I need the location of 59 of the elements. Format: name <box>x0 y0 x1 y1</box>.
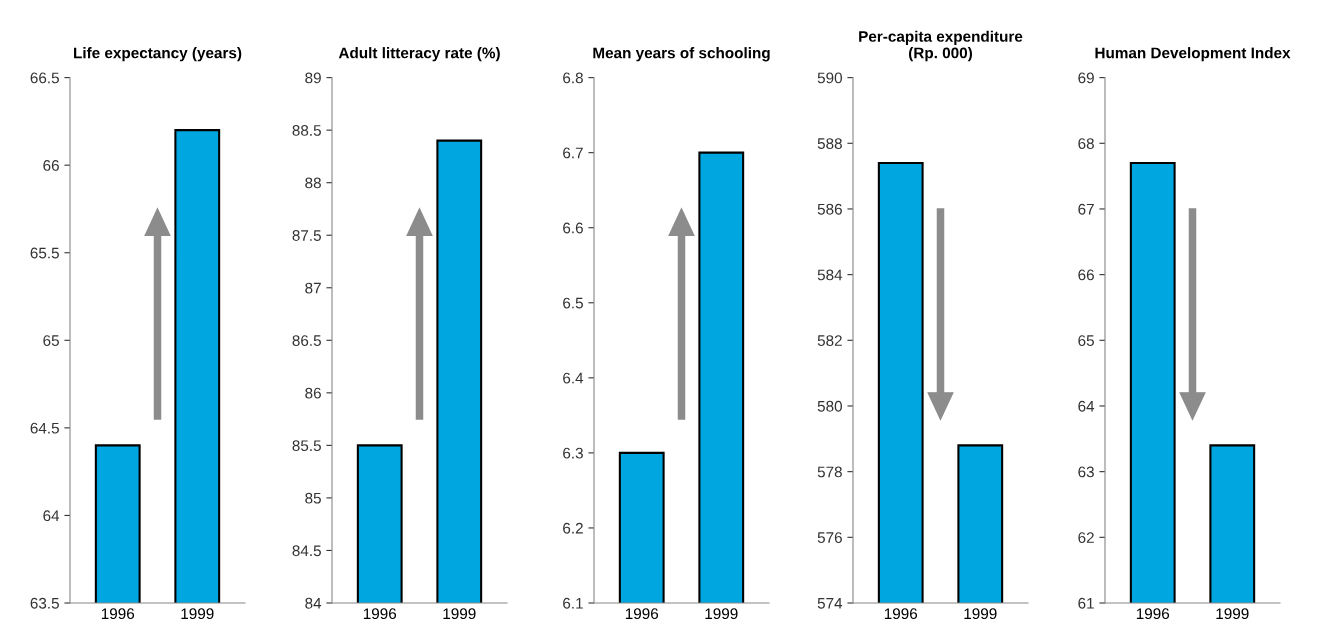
y-tick-label: 61 <box>1078 597 1094 609</box>
y-tick-label: 66 <box>1078 269 1094 281</box>
y-tick-label: 63.5 <box>30 597 59 609</box>
y-tick-label: 6.6 <box>563 222 583 234</box>
y-tick-label: 85 <box>305 492 321 504</box>
x-tick-label: 1996 <box>1136 608 1170 620</box>
y-tick-label: 6.2 <box>563 522 583 534</box>
x-tick-label: 1996 <box>884 608 918 620</box>
y-tick-label: 86 <box>305 387 321 399</box>
y-tick-label: 64.5 <box>30 422 59 434</box>
x-tick-label: 1999 <box>443 608 476 620</box>
y-tick-label: 65 <box>43 335 59 346</box>
y-tick-label: 84 <box>305 597 322 609</box>
y-tick-label: 64 <box>1078 400 1095 412</box>
y-tick-label: 6.5 <box>563 297 583 309</box>
chart-title: Mean years of schooling <box>593 47 770 62</box>
y-tick-label: 85.5 <box>292 440 321 452</box>
y-tick-label: 84.5 <box>292 545 321 557</box>
x-tick-label: 1996 <box>363 608 397 620</box>
y-tick-label: 6.4 <box>563 372 584 384</box>
y-tick-label: 6.3 <box>563 447 583 459</box>
chart-title: Human Development Index <box>1095 47 1291 62</box>
y-tick-label: 64 <box>43 510 60 522</box>
chart-title: Adult litteracy rate (%) <box>338 47 500 62</box>
y-tick-label: 63 <box>1078 466 1094 478</box>
y-tick-label: 6.8 <box>563 72 583 84</box>
y-tick-label: 67 <box>1078 203 1094 215</box>
y-tick-label: 62 <box>1078 532 1094 544</box>
chart-title: Life expectancy (years) <box>74 47 242 62</box>
y-tick-label: 65.5 <box>30 247 59 259</box>
x-tick-label: 1999 <box>181 608 214 620</box>
y-tick-label: 6.7 <box>563 147 583 159</box>
y-tick-label: 582 <box>817 335 842 346</box>
y-tick-label: 65 <box>1078 335 1094 346</box>
y-tick-label: 88.5 <box>292 125 321 136</box>
y-tick-label: 87.5 <box>292 230 321 241</box>
y-tick-label: 584 <box>817 269 843 281</box>
y-tick-label: 89 <box>305 72 321 84</box>
y-tick-label: 580 <box>817 400 842 412</box>
chart-title: Per-capita expenditure (Rp. 000) <box>859 30 1023 62</box>
y-tick-label: 590 <box>817 72 842 84</box>
x-tick-label: 1999 <box>964 608 997 620</box>
y-tick-label: 578 <box>817 466 842 478</box>
y-tick-label: 588 <box>817 138 842 149</box>
y-tick-label: 574 <box>817 598 843 609</box>
y-tick-label: 586 <box>817 203 842 215</box>
y-tick-label: 68 <box>1078 138 1094 149</box>
y-tick-label: 88 <box>305 177 321 189</box>
x-tick-label: 1996 <box>101 608 135 620</box>
y-tick-label: 66.5 <box>30 72 59 84</box>
y-tick-label: 66 <box>43 160 59 171</box>
y-tick-label: 69 <box>1078 72 1094 84</box>
x-tick-label: 1999 <box>705 608 738 620</box>
y-tick-label: 576 <box>817 532 842 544</box>
y-tick-label: 6.1 <box>563 597 583 609</box>
y-tick-label: 87 <box>305 282 321 294</box>
x-tick-label: 1999 <box>1216 608 1249 620</box>
y-tick-label: 86.5 <box>292 335 321 346</box>
x-tick-label: 1996 <box>625 608 659 620</box>
